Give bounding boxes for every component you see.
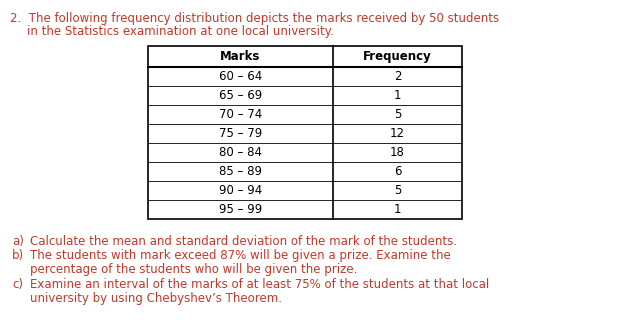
Text: 2.  The following frequency distribution depicts the marks received by 50 studen: 2. The following frequency distribution … [10, 12, 499, 25]
Text: 65 – 69: 65 – 69 [219, 89, 262, 102]
Text: 12: 12 [390, 127, 405, 140]
Text: b): b) [12, 249, 24, 262]
Text: 90 – 94: 90 – 94 [219, 184, 262, 197]
Text: 85 – 89: 85 – 89 [219, 165, 262, 178]
Text: The students with mark exceed 87% will be given a prize. Examine the: The students with mark exceed 87% will b… [30, 249, 451, 262]
Text: in the Statistics examination at one local university.: in the Statistics examination at one loc… [27, 25, 334, 38]
Text: 5: 5 [394, 108, 401, 121]
Text: c): c) [12, 278, 23, 291]
Text: 70 – 74: 70 – 74 [219, 108, 262, 121]
Text: 1: 1 [394, 203, 401, 216]
Text: 60 – 64: 60 – 64 [219, 70, 262, 83]
Text: 18: 18 [390, 146, 405, 159]
Text: university by using Chebyshev’s Theorem.: university by using Chebyshev’s Theorem. [30, 292, 282, 305]
Text: 1: 1 [394, 89, 401, 102]
Text: 80 – 84: 80 – 84 [219, 146, 262, 159]
Text: Calculate the mean and standard deviation of the mark of the students.: Calculate the mean and standard deviatio… [30, 235, 457, 248]
Text: a): a) [12, 235, 24, 248]
Text: 5: 5 [394, 184, 401, 197]
Text: 6: 6 [394, 165, 401, 178]
Text: Frequency: Frequency [363, 50, 432, 63]
Text: percentage of the students who will be given the prize.: percentage of the students who will be g… [30, 263, 357, 277]
Text: 2: 2 [394, 70, 401, 83]
Text: Marks: Marks [221, 50, 261, 63]
Text: Examine an interval of the marks of at least 75% of the students at that local: Examine an interval of the marks of at l… [30, 278, 489, 291]
Text: 95 – 99: 95 – 99 [219, 203, 262, 216]
Text: 75 – 79: 75 – 79 [219, 127, 262, 140]
